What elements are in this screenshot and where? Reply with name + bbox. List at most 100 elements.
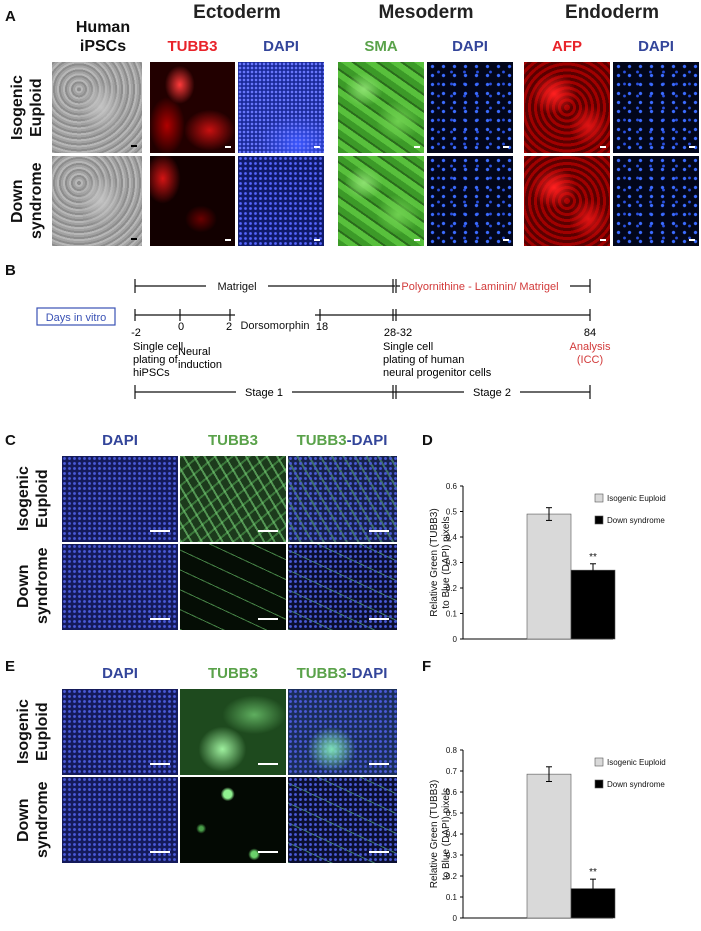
event-npc-line1: Single cell	[383, 341, 433, 353]
day-label: 18	[316, 321, 328, 333]
panel-e-letter: E	[5, 658, 16, 675]
scale-bar	[150, 851, 170, 853]
event-hipsc-line2: plating of	[133, 354, 179, 366]
e-tubb3-euploid-image	[180, 689, 286, 775]
d-y-tick-label: 0.4	[446, 533, 458, 542]
c-row-ds-line1: Down	[15, 564, 32, 608]
chart-f: 0 0.1 0.2 0.3 0.4 0.5 0.6 0.7 0.8 Relative Green …	[429, 746, 666, 923]
scale-bar	[689, 146, 695, 148]
d-bar-euploid	[526, 513, 572, 640]
scale-bar	[503, 239, 509, 241]
f-y-tick-label: 0.2	[446, 872, 458, 881]
f-ylabel-line2: to Blue (DAPI) pixels	[441, 788, 452, 880]
event-analysis-line2: (ICC)	[577, 354, 603, 366]
c-tubb3-euploid-image	[180, 456, 286, 542]
e-dapi-ds-image	[62, 777, 178, 863]
scale-bar	[689, 239, 695, 241]
days-in-vitro-label: Days in vitro	[46, 312, 107, 324]
d-legend-swatch	[594, 515, 604, 525]
germ-mesoderm: Mesoderm	[378, 2, 474, 23]
a-row-label-ds: Down syndrome	[8, 155, 46, 247]
c-row-ds-line2: syndrome	[34, 547, 51, 625]
c-header-merge: TUBB3-DAPI	[287, 432, 397, 449]
d-significance: **	[589, 552, 597, 563]
f-y-tick-label: 0.1	[446, 893, 458, 902]
day-label: 2	[226, 321, 232, 333]
a-row-label-euploid: Isogenic Euploid	[8, 62, 46, 154]
c-dapi-euploid-image	[62, 456, 178, 542]
stain-dapi-ecto: DAPI	[263, 38, 299, 55]
scale-bar	[369, 763, 389, 765]
f-y-tick-label: 0.8	[446, 746, 458, 755]
scale-bar	[131, 238, 137, 240]
c-row-euploid-line2: Euploid	[34, 469, 51, 529]
e-row-euploid-line2: Euploid	[34, 702, 51, 762]
f-y-tick-label: 0.4	[446, 830, 458, 839]
scale-bar	[600, 239, 606, 241]
day-label: -2	[131, 327, 141, 339]
c-merge-euploid-image	[288, 456, 397, 542]
d-y-tick-label: 0.5	[446, 508, 458, 517]
f-y-tick-label: 0	[453, 914, 458, 923]
event-npc-line3: neural progenitor cells	[383, 367, 492, 379]
a-afp-euploid-image	[524, 62, 610, 153]
scale-bar	[414, 146, 420, 148]
d-legend-label: Down syndrome	[607, 516, 665, 525]
e-header-tubb3-text: TUBB3	[207, 665, 258, 682]
e-tubb3-ds-image	[180, 777, 286, 863]
panel-d-letter: D	[422, 432, 433, 449]
scale-bar	[369, 618, 389, 620]
f-y-tick-label: 0.3	[446, 851, 458, 860]
stage2-label: Stage 2	[473, 387, 511, 399]
e-header-dapi-text: DAPI	[102, 665, 138, 682]
f-y-tick-label: 0.7	[446, 767, 458, 776]
c-dapi-ds-image	[62, 544, 178, 630]
scale-bar	[258, 763, 278, 765]
c-merge-ds-image	[288, 544, 397, 630]
a-ipsc-ds-image	[52, 156, 142, 246]
panel-c-letter: C	[5, 432, 16, 449]
ipsc-title-line1: Human	[75, 19, 131, 36]
e-header-merge-part1: TUBB3	[296, 665, 347, 682]
c-header-merge-part1: TUBB3	[296, 432, 347, 449]
e-row-ds-line1: Down	[15, 798, 32, 842]
a-dapi-endo-euploid-image	[613, 62, 699, 153]
matrigel-label: Matrigel	[217, 281, 256, 293]
stage1-bg	[236, 384, 292, 400]
day-label: 84	[584, 327, 596, 339]
stage2-bg	[464, 384, 520, 400]
f-legend-swatch	[594, 779, 604, 789]
e-dapi-euploid-image	[62, 689, 178, 775]
e-merge-ds-image	[288, 777, 397, 863]
panel-f-letter: F	[422, 658, 432, 675]
a-dapi-ecto-ds-image	[238, 156, 324, 246]
c-header-merge-part2: -DAPI	[346, 432, 388, 449]
f-legend-label: Isogenic Euploid	[607, 758, 666, 767]
stain-dapi-meso: DAPI	[452, 38, 488, 55]
c-row-label-ds: Down syndrome	[14, 543, 52, 629]
a-row-ds-line1: Down	[9, 179, 26, 223]
event-hipsc-line3: hiPSCs	[133, 367, 170, 379]
d-legend-label: Isogenic Euploid	[607, 494, 666, 503]
c-header-tubb3: TUBB3	[180, 432, 286, 449]
chart-d: 0 0.1 0.2 0.3 0.4 0.5 0.6 Relative Green (TUBB3…	[429, 482, 666, 644]
scale-bar	[600, 146, 606, 148]
scale-bar	[258, 530, 278, 532]
f-legend-label: Down syndrome	[607, 780, 665, 789]
scale-bar	[314, 239, 320, 241]
scale-bar	[369, 851, 389, 853]
e-header-merge: TUBB3-DAPI	[287, 665, 397, 682]
e-row-ds-line2: syndrome	[34, 781, 51, 859]
stage1-label: Stage 1	[245, 387, 283, 399]
d-y-tick-label: 0.6	[446, 482, 458, 491]
a-ipsc-euploid-image	[52, 62, 142, 153]
a-dapi-meso-euploid-image	[427, 62, 513, 153]
a-sma-euploid-image	[338, 62, 424, 153]
f-y-tick-label: 0.5	[446, 809, 458, 818]
c-tubb3-ds-image	[180, 544, 286, 630]
germ-ectoderm: Ectoderm	[193, 2, 281, 23]
f-significance: **	[589, 867, 597, 878]
e-header-merge-part2: -DAPI	[346, 665, 388, 682]
a-afp-ds-image	[524, 156, 610, 246]
event-neural-line1: Neural	[178, 346, 210, 358]
